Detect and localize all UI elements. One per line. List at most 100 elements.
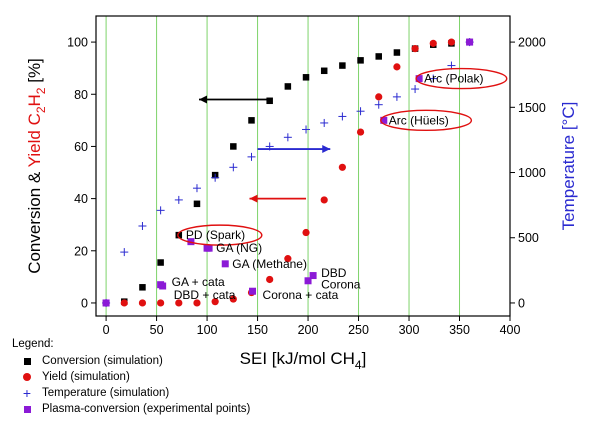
yield-point [320, 196, 328, 204]
experimental-point [102, 299, 110, 307]
yield-point [175, 299, 183, 307]
conversion-point [139, 284, 146, 291]
yield-point [429, 39, 437, 47]
temperature-point [211, 173, 220, 182]
yield-point [356, 128, 365, 136]
conversion-point [175, 231, 183, 239]
conversion-point [157, 259, 164, 266]
conversion-point [393, 49, 401, 56]
temperature-point [356, 107, 365, 116]
temperature-point [320, 118, 329, 127]
yield-point [266, 275, 274, 284]
conversion-point [339, 62, 346, 69]
experimental-point [466, 38, 474, 46]
temperature-point [120, 248, 129, 257]
experimental-point [309, 272, 317, 280]
legend-item-label: Yield (simulation) [42, 371, 130, 383]
red-circle-marker-icon [23, 373, 31, 381]
yield-point [375, 93, 383, 101]
conversion-point [302, 74, 310, 81]
temperature-point [429, 74, 438, 83]
annotation-label: GA (NG) [216, 241, 262, 255]
y-left-tick-label: 20 [74, 244, 88, 258]
temperature-point [411, 85, 420, 94]
annotation-label: Corona [321, 278, 361, 292]
data-marks [102, 38, 474, 307]
x-tick-label: 0 [103, 323, 110, 337]
arrow-head [322, 145, 331, 154]
gridlines [105, 16, 461, 316]
y-right-tick-label: 0 [518, 296, 525, 310]
annotation-ellipse [177, 224, 263, 246]
conversion-point [266, 97, 273, 105]
y-axis-right-label: Temperature [°C] [559, 102, 578, 231]
temperature-point [174, 195, 183, 204]
axis-ticks: 0 50 100 150 200 250 300 350 4000204060801000500… [67, 36, 546, 337]
legend-item-temperature: + Temperature (simulation) [12, 385, 250, 401]
legend-item-experimental: Plasma-conversion (experimental points) [12, 401, 250, 417]
arrow-head [249, 194, 258, 203]
yield-point [393, 63, 401, 71]
temperature-point [392, 92, 401, 101]
yield-point [338, 163, 346, 171]
conversion-point [357, 57, 364, 64]
temperature-point [338, 112, 347, 121]
y-left-tick-label: 40 [74, 192, 88, 206]
yield-point [411, 45, 419, 53]
y-left-tick-label: 80 [74, 88, 88, 102]
y-right-tick-label: 500 [518, 231, 539, 245]
conversion-point [248, 117, 255, 124]
conversion-point [284, 83, 292, 90]
legend-title: Legend: [12, 338, 54, 350]
annotation-label: GA (Methane) [232, 257, 307, 271]
y-right-tick-label: 1500 [518, 101, 546, 115]
yield-point [193, 299, 201, 307]
y-left-tick-label: 60 [74, 140, 88, 154]
experimental-point [205, 244, 213, 252]
arrow-head [198, 95, 207, 104]
temperature-point [229, 163, 238, 172]
y-left-tick-label: 100 [67, 36, 88, 50]
yield-point [120, 299, 128, 307]
purple-square-marker-icon [23, 405, 31, 413]
x-tick-label: 200 [298, 323, 319, 337]
yield-point [157, 299, 165, 307]
legend-item-yield: Yield (simulation) [12, 369, 250, 385]
annotation-label: GA + cata [172, 275, 225, 289]
temperature-point [374, 100, 383, 109]
yield-point [229, 295, 237, 303]
experimental-point [415, 75, 423, 83]
experimental-point [249, 287, 257, 295]
y-right-tick-label: 2000 [518, 36, 546, 50]
x-tick-label: 250 [348, 323, 369, 337]
yield-point [447, 38, 456, 46]
annotation-label: PD (Spark) [186, 228, 245, 242]
annotation-label: DBD [321, 266, 347, 280]
annotation-label: Corona + cata [263, 288, 339, 302]
conversion-point [375, 53, 382, 60]
annotation-label: Arc (Hüels) [389, 113, 449, 127]
temperature-point [247, 152, 256, 161]
temperature-point [265, 142, 274, 151]
x-axis-label: SEI [kJ/mol CH4] [240, 349, 367, 372]
temperature-point [302, 125, 311, 134]
yield-point [284, 255, 292, 263]
x-tick-label: 350 [449, 323, 470, 337]
legend: Legend: Conversion (simulation) Yield (s… [12, 338, 250, 417]
x-tick-label: 100 [197, 323, 218, 337]
temperature-point [192, 184, 201, 193]
annotations: Arc (Polak) Arc (Hüels) PD (Spark)GA (NG) G… [172, 67, 508, 302]
yield-point [302, 228, 310, 237]
x-tick-label: 50 [150, 323, 164, 337]
y-left-tick-label: 0 [81, 296, 88, 310]
plot-frame [95, 15, 511, 317]
legend-item-label: Conversion (simulation) [42, 355, 163, 367]
annotation-label: Arc (Polak) [424, 72, 483, 86]
blue-plus-marker-icon: + [22, 385, 32, 401]
experimental-point [221, 260, 229, 268]
x-tick-label: 150 [247, 323, 268, 337]
experimental-point [159, 282, 167, 290]
y-axis-left-label: Conversion & Yield C2H2 [%] [25, 58, 48, 274]
x-tick-label: 400 [500, 323, 521, 337]
